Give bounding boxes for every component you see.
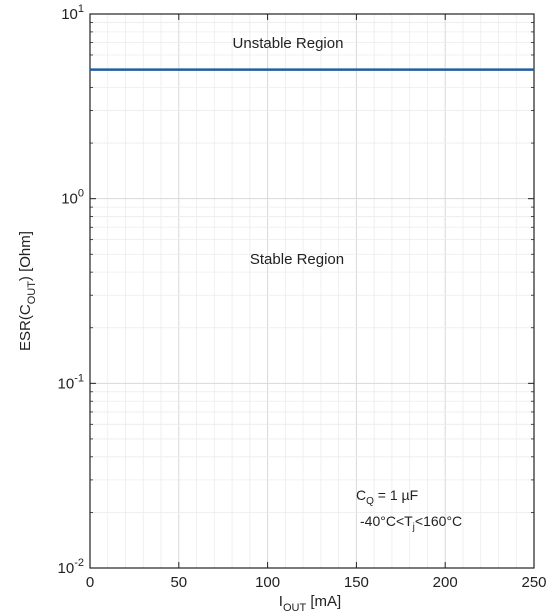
x-axis-label-subscript: OUT: [283, 602, 307, 614]
y-tick-label: 100: [61, 188, 84, 208]
tj-rest: <160°C: [415, 513, 462, 529]
y-axis-label-post: ) [Ohm]: [17, 231, 34, 281]
x-axis-label: IOUT [mA]: [279, 593, 341, 614]
y-axis-label-pre: ESR(C: [17, 304, 34, 351]
cq-main: C: [356, 487, 366, 503]
y-tick-label-base: 10: [58, 560, 75, 577]
x-tick-label: 0: [86, 574, 94, 591]
y-tick-label-exponent: 1: [78, 3, 84, 15]
y-tick-label: 10-2: [58, 557, 84, 577]
tj-main: -40°C<T: [360, 513, 413, 529]
y-tick-label-exponent: -2: [74, 557, 84, 569]
y-tick-label-base: 10: [58, 375, 75, 392]
y-tick-label: 101: [61, 3, 84, 23]
x-axis-label-base: I: [279, 593, 283, 610]
y-tick-label-exponent: 0: [78, 188, 84, 200]
x-tick-label: 50: [170, 574, 187, 591]
tj-subscript: j: [412, 522, 415, 533]
x-tick-label: 200: [433, 574, 458, 591]
cq-subscript: Q: [366, 496, 374, 507]
y-axis-label-subscript: OUT: [26, 281, 38, 305]
y-tick-label-base: 10: [61, 6, 78, 23]
unstable-region-label: Unstable Region: [233, 35, 344, 52]
tj-condition-label: -40°C<Tj<160°C: [360, 513, 462, 533]
y-tick-label-base: 10: [61, 191, 78, 208]
y-axis-label: ESR(COUT) [Ohm]: [17, 231, 38, 351]
plot-area-frame: [89, 13, 535, 569]
y-tick-label-exponent: -1: [74, 372, 84, 384]
y-tick-label: 10-1: [58, 372, 84, 392]
x-tick-label: 100: [255, 574, 280, 591]
x-tick-label: 250: [521, 574, 546, 591]
stable-region-label: Stable Region: [250, 251, 344, 268]
x-axis-label-unit: [mA]: [306, 593, 341, 610]
x-tick-label: 150: [344, 574, 369, 591]
grid-lines: [89, 14, 535, 569]
cq-value: = 1 µF: [374, 487, 418, 503]
cq-condition-label: CQ = 1 µF: [356, 487, 418, 507]
